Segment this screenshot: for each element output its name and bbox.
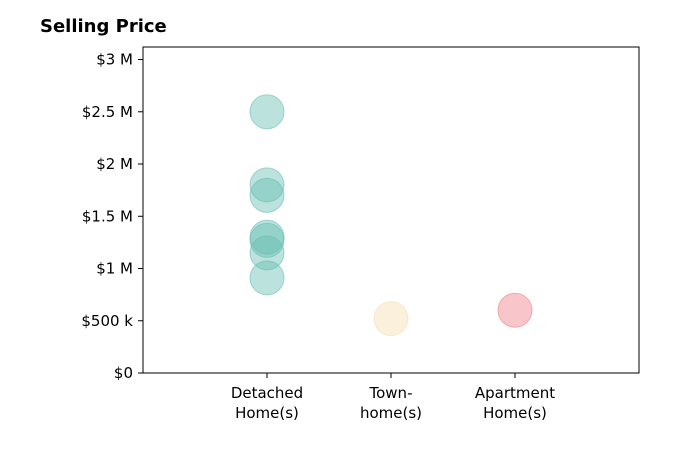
x-tick-label: Town-home(s)	[360, 384, 422, 422]
x-tick-label: Apartment Home(s)	[475, 384, 555, 422]
data-point	[497, 292, 533, 328]
y-axis: $0 $500 k $1 M $1.5 M $2 M $2.5 M $3 M	[81, 51, 143, 382]
x-tick-label-line: Apartment	[475, 384, 555, 402]
x-axis: Detached Home(s) Town-home(s) Apartment Home…	[231, 373, 555, 422]
y-tick-label: $2 M	[96, 155, 133, 173]
x-tick-label-line: home(s)	[360, 404, 422, 422]
y-tick-label: $1 M	[96, 260, 133, 278]
data-point	[373, 301, 409, 337]
y-tick-label: $500 k	[81, 312, 133, 330]
y-tick-label: $3 M	[96, 51, 133, 69]
x-tick-label-line: Detached	[231, 384, 303, 402]
x-tick-label-line: Town-	[369, 384, 413, 402]
data-point	[249, 177, 285, 213]
y-tick-label: $2.5 M	[82, 103, 133, 121]
data-point	[249, 235, 285, 271]
chart-title: Selling Price	[40, 16, 167, 37]
x-tick-label-line: Home(s)	[235, 404, 299, 422]
y-tick-label: $1.5 M	[82, 207, 133, 225]
data-point	[249, 260, 285, 296]
y-tick-label: $0	[114, 364, 133, 382]
data-point	[249, 94, 285, 130]
x-tick-label: Detached Home(s)	[231, 384, 303, 422]
data-point	[249, 222, 285, 258]
x-tick-label-line: Home(s)	[483, 404, 547, 422]
points-layer	[249, 94, 533, 337]
data-point	[249, 167, 285, 203]
